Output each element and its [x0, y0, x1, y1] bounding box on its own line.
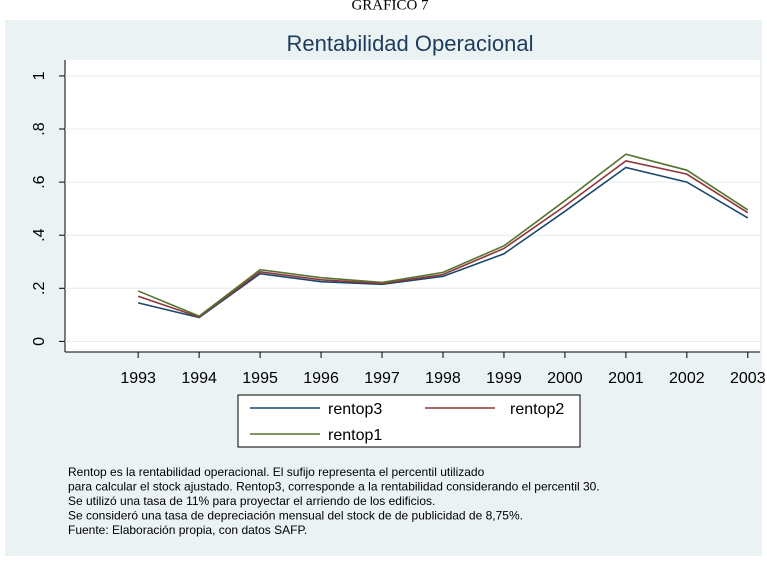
x-tick-label: 1993	[120, 370, 156, 387]
line-series	[137, 153, 749, 318]
legend-label: rentop3	[328, 401, 382, 418]
x-tick-label: 1998	[425, 370, 461, 387]
y-tick-label: 0	[31, 337, 48, 346]
plot-area	[65, 60, 760, 352]
x-tick-label: 2003	[730, 370, 766, 387]
x-tick-label: 1994	[181, 370, 217, 387]
heading: GRAFICO 7	[351, 0, 429, 13]
legend-label: rentop1	[328, 427, 382, 444]
note: Fuente: Elaboración propia, con datos SA…	[68, 523, 307, 537]
line-series	[137, 166, 749, 319]
chart-title: Rentabilidad Operacional	[286, 31, 533, 56]
x-tick-label: 2000	[547, 370, 583, 387]
y-tick-label: .4	[31, 228, 48, 241]
y-tick-label: .6	[31, 175, 48, 188]
legend-label: rentop2	[510, 401, 564, 418]
line-series	[137, 160, 749, 318]
legend	[237, 394, 581, 448]
x-tick-label: 1996	[303, 370, 339, 387]
y-tick-label: 1	[31, 71, 48, 80]
note: Se consideró una tasa de depreciación me…	[68, 509, 523, 523]
note: Rentop es la rentabilidad operacional. E…	[68, 465, 485, 479]
y-tick-label: .2	[31, 282, 48, 295]
x-tick-label: 2002	[669, 370, 705, 387]
note: Se utilizó una tasa de 11% para proyecta…	[68, 494, 435, 508]
x-tick-label: 1999	[486, 370, 522, 387]
x-tick-label: 1995	[242, 370, 278, 387]
note: para calcular el stock ajustado. Rentop3…	[68, 480, 600, 494]
x-tick-label: 1997	[364, 370, 400, 387]
y-tick-label: .8	[31, 122, 48, 135]
x-tick-label: 2001	[608, 370, 644, 387]
